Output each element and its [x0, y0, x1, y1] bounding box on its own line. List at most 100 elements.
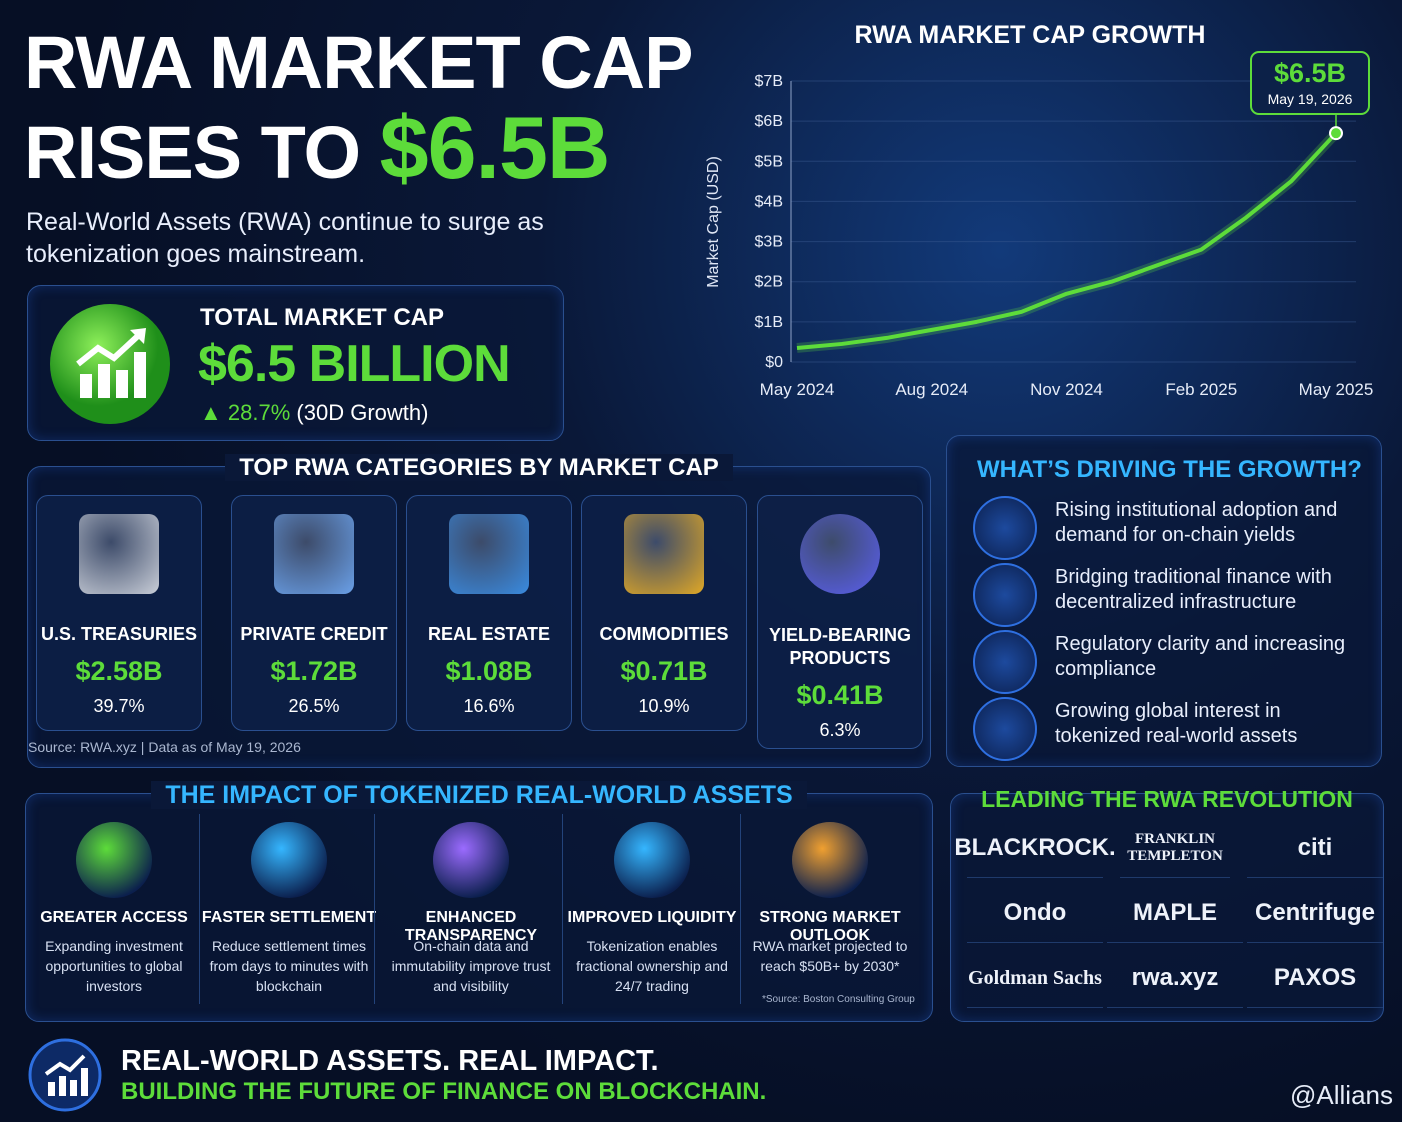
- y-tick-label: $2B: [755, 274, 783, 291]
- partner-logo: MAPLE: [1107, 884, 1243, 943]
- section-title: TOP RWA CATEGORIES BY MARKET CAP: [225, 454, 733, 481]
- section-header: TOP RWA CATEGORIES BY MARKET CAP: [28, 454, 930, 482]
- partner-logo: citi: [1247, 819, 1383, 878]
- category-share: 39.7%: [93, 696, 145, 716]
- title-line: RWA MARKET CAP: [24, 21, 693, 104]
- impact-item: FASTER SETTLEMENT Reduce settlement times…: [201, 794, 377, 1004]
- drivers-title: WHAT’S DRIVING THE GROWTH?: [977, 456, 1362, 483]
- callout-value: $6.5B: [1274, 58, 1346, 88]
- growth-note: (30D Growth): [296, 400, 429, 425]
- y-tick-label: $1B: [755, 314, 783, 331]
- title-highlight: $6.5B: [379, 98, 611, 197]
- driver-text: Rising institutional adoption and demand…: [1055, 499, 1338, 546]
- line-chart: RWA MARKET CAP GROWTH Market Cap (USD) $…: [705, 21, 1374, 399]
- category-icon: [274, 514, 354, 594]
- impact-item: ENHANCED TRANSPARENCY On-chain data and i…: [376, 794, 566, 1004]
- y-tick-label: $7B: [755, 73, 783, 90]
- y-tick-label: $3B: [755, 234, 783, 251]
- impact-title: STRONG MARKET OUTLOOK: [759, 909, 901, 944]
- x-tick-label: May 2025: [1299, 380, 1374, 399]
- category-value: $0.41B: [796, 680, 884, 710]
- category-icon: [449, 514, 529, 594]
- leaders-title: LEADING THE RWA REVOLUTION: [981, 786, 1353, 812]
- x-tick-label: Aug 2024: [895, 380, 968, 399]
- divider: [199, 814, 200, 1004]
- y-tick-label: $6B: [755, 113, 783, 130]
- footer-icon: [28, 1038, 102, 1112]
- growth-arrow: ▲: [200, 400, 228, 425]
- line-glow: [796, 129, 1340, 353]
- divider: [562, 814, 563, 1004]
- impact-icon: [614, 822, 690, 898]
- driver-icon: [973, 697, 1037, 761]
- impact-title: THE IMPACT OF TOKENIZED REAL-WORLD ASSET…: [151, 781, 807, 809]
- growth-value: 28.7%: [227, 400, 291, 425]
- footer-line2: BUILDING THE FUTURE OF FINANCE ON BLOCKC…: [121, 1078, 767, 1105]
- partner-logo: PAXOS: [1247, 949, 1383, 1008]
- total-label: TOTAL MARKET CAP: [200, 304, 444, 331]
- title-text: RISES TO: [24, 111, 361, 194]
- category-card: PRIVATE CREDIT $1.72B 26.5%: [231, 495, 397, 731]
- category-name: U.S. TREASURIES: [40, 624, 198, 644]
- total-card: TOTAL MARKET CAP $6.5 BILLION ▲ 28.7% (3…: [27, 285, 564, 441]
- impact-item: GREATER ACCESS Expanding investment oppor…: [26, 794, 202, 1004]
- impact-icon: [433, 822, 509, 898]
- section-header: THE IMPACT OF TOKENIZED REAL-WORLD ASSET…: [26, 781, 932, 810]
- impact-item: STRONG MARKET OUTLOOK RWA market projecte…: [742, 794, 918, 1004]
- partner-logo: BLACKROCK.: [954, 819, 1116, 878]
- category-value: $1.08B: [445, 656, 533, 686]
- driver-text: Bridging traditional finance with decent…: [1055, 566, 1332, 613]
- subtitle: Real-World Assets (RWA) continue to surg…: [26, 208, 544, 268]
- category-card: REAL ESTATE $1.08B 16.6%: [406, 495, 572, 731]
- impact-panel: THE IMPACT OF TOKENIZED REAL-WORLD ASSET…: [25, 781, 933, 1022]
- y-tick-label: $4B: [755, 193, 783, 210]
- impact-text: RWA market projected to reach $50B+ by 2…: [752, 938, 908, 974]
- impact-title: FASTER SETTLEMENT: [201, 909, 377, 926]
- partner-logo: Ondo: [967, 884, 1103, 943]
- impact-icon: [792, 822, 868, 898]
- line: [796, 131, 1338, 350]
- watermark: @Allians: [1290, 1080, 1393, 1110]
- driver-icon: [973, 563, 1037, 627]
- category-name: REAL ESTATE: [427, 624, 550, 644]
- category-share: 6.3%: [819, 720, 861, 740]
- drivers-panel: WHAT’S DRIVING THE GROWTH? Rising instit…: [946, 435, 1382, 767]
- category-share: 26.5%: [288, 696, 340, 716]
- category-share: 16.6%: [463, 696, 515, 716]
- y-axis-label: Market Cap (USD): [705, 156, 722, 288]
- growth-icon: [50, 304, 170, 424]
- impact-title: IMPROVED LIQUIDITY: [567, 909, 737, 926]
- total-value: $6.5 BILLION: [198, 335, 511, 393]
- callout-box: [1250, 51, 1370, 115]
- category-icon: [624, 514, 704, 594]
- partner-logo: Centrifuge: [1247, 884, 1383, 943]
- category-value: $2.58B: [75, 656, 163, 686]
- x-tick-label: May 2024: [760, 380, 835, 399]
- impact-text: On-chain data and immutability improve t…: [391, 938, 551, 994]
- x-tick-label: Nov 2024: [1030, 380, 1103, 399]
- category-value: $0.71B: [620, 656, 708, 686]
- partner-logo: rwa.xyz: [1107, 949, 1243, 1008]
- category-card: COMMODITIES $0.71B 10.9%: [581, 495, 747, 731]
- partner-logo: Goldman Sachs: [967, 949, 1103, 1008]
- source-note: Source: RWA.xyz | Data as of May 19, 202…: [28, 739, 301, 755]
- category-share: 10.9%: [638, 696, 690, 716]
- category-card: U.S. TREASURIES $2.58B 39.7%: [36, 495, 202, 731]
- driver-text: Regulatory clarity and increasing compli…: [1055, 633, 1346, 680]
- category-name: YIELD-BEARING PRODUCTS: [768, 625, 911, 668]
- divider: [374, 814, 375, 1004]
- driver-icon: [973, 630, 1037, 694]
- impact-text: Tokenization enables fractional ownershi…: [576, 938, 728, 994]
- driver-text: Growing global interest in tokenized rea…: [1055, 700, 1298, 747]
- category-name: PRIVATE CREDIT: [240, 624, 388, 644]
- impact-title: GREATER ACCESS: [40, 909, 188, 926]
- callout-date: May 19, 2026: [1268, 91, 1353, 107]
- end-point: [1329, 126, 1343, 141]
- category-icon: [800, 514, 880, 594]
- category-card: YIELD-BEARING PRODUCTS $0.41B 6.3%: [757, 495, 923, 749]
- total-growth: ▲ 28.7% (30D Growth): [200, 400, 428, 426]
- categories-panel: TOP RWA CATEGORIES BY MARKET CAP U.S. TR…: [27, 454, 931, 768]
- impact-text: Reduce settlement times from days to min…: [209, 938, 369, 994]
- partner-logo: FRANKLIN TEMPLETON: [1120, 819, 1230, 878]
